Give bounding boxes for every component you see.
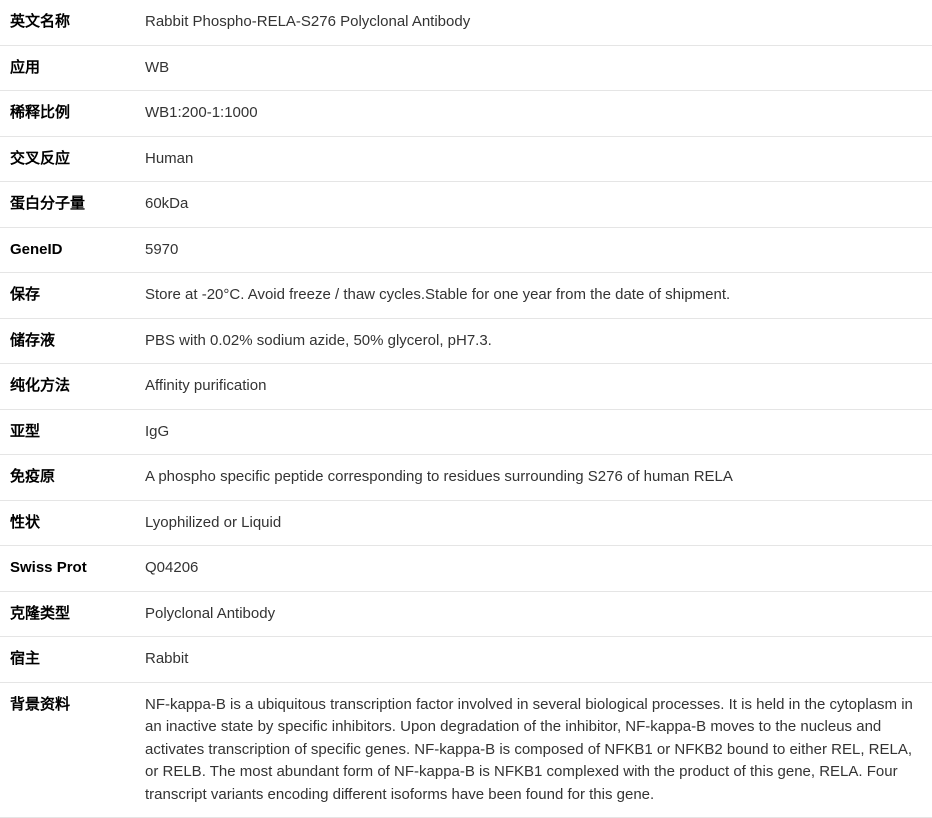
row-label: 性状	[0, 500, 135, 546]
row-label: GeneID	[0, 227, 135, 273]
row-label: 稀释比例	[0, 91, 135, 137]
row-label: 储存液	[0, 318, 135, 364]
row-label: 蛋白分子量	[0, 182, 135, 228]
table-row: 交叉反应 Human	[0, 136, 932, 182]
row-label: 宿主	[0, 637, 135, 683]
row-value: PBS with 0.02% sodium azide, 50% glycero…	[135, 318, 932, 364]
row-value: 5970	[135, 227, 932, 273]
row-label: 克隆类型	[0, 591, 135, 637]
table-row: 性状 Lyophilized or Liquid	[0, 500, 932, 546]
row-value: Affinity purification	[135, 364, 932, 410]
row-label: 背景资料	[0, 682, 135, 818]
table-row: GeneID 5970	[0, 227, 932, 273]
row-value: 60kDa	[135, 182, 932, 228]
table-row: 免疫原 A phospho specific peptide correspon…	[0, 455, 932, 501]
table-row: 宿主 Rabbit	[0, 637, 932, 683]
table-row: 亚型 IgG	[0, 409, 932, 455]
row-value: WB1:200-1:1000	[135, 91, 932, 137]
row-value: Q04206	[135, 546, 932, 592]
table-row: 蛋白分子量 60kDa	[0, 182, 932, 228]
row-value: Rabbit Phospho-RELA-S276 Polyclonal Anti…	[135, 0, 932, 45]
row-value: Store at -20°C. Avoid freeze / thaw cycl…	[135, 273, 932, 319]
row-label: 亚型	[0, 409, 135, 455]
table-row: 稀释比例 WB1:200-1:1000	[0, 91, 932, 137]
row-value: IgG	[135, 409, 932, 455]
row-value: A phospho specific peptide corresponding…	[135, 455, 932, 501]
product-spec-table: 英文名称 Rabbit Phospho-RELA-S276 Polyclonal…	[0, 0, 932, 818]
table-row: 纯化方法 Affinity purification	[0, 364, 932, 410]
row-value: Polyclonal Antibody	[135, 591, 932, 637]
row-value: WB	[135, 45, 932, 91]
table-body: 英文名称 Rabbit Phospho-RELA-S276 Polyclonal…	[0, 0, 932, 818]
row-value: Rabbit	[135, 637, 932, 683]
row-label: 纯化方法	[0, 364, 135, 410]
row-label: 应用	[0, 45, 135, 91]
table-row: 背景资料 NF-kappa-B is a ubiquitous transcri…	[0, 682, 932, 818]
table-row: 应用 WB	[0, 45, 932, 91]
table-row: 保存 Store at -20°C. Avoid freeze / thaw c…	[0, 273, 932, 319]
row-label: 英文名称	[0, 0, 135, 45]
row-label: 保存	[0, 273, 135, 319]
table-row: 储存液 PBS with 0.02% sodium azide, 50% gly…	[0, 318, 932, 364]
row-label: 交叉反应	[0, 136, 135, 182]
table-row: Swiss Prot Q04206	[0, 546, 932, 592]
row-label: Swiss Prot	[0, 546, 135, 592]
table-row: 克隆类型 Polyclonal Antibody	[0, 591, 932, 637]
row-label: 免疫原	[0, 455, 135, 501]
row-value: Lyophilized or Liquid	[135, 500, 932, 546]
row-value: NF-kappa-B is a ubiquitous transcription…	[135, 682, 932, 818]
table-row: 英文名称 Rabbit Phospho-RELA-S276 Polyclonal…	[0, 0, 932, 45]
row-value: Human	[135, 136, 932, 182]
